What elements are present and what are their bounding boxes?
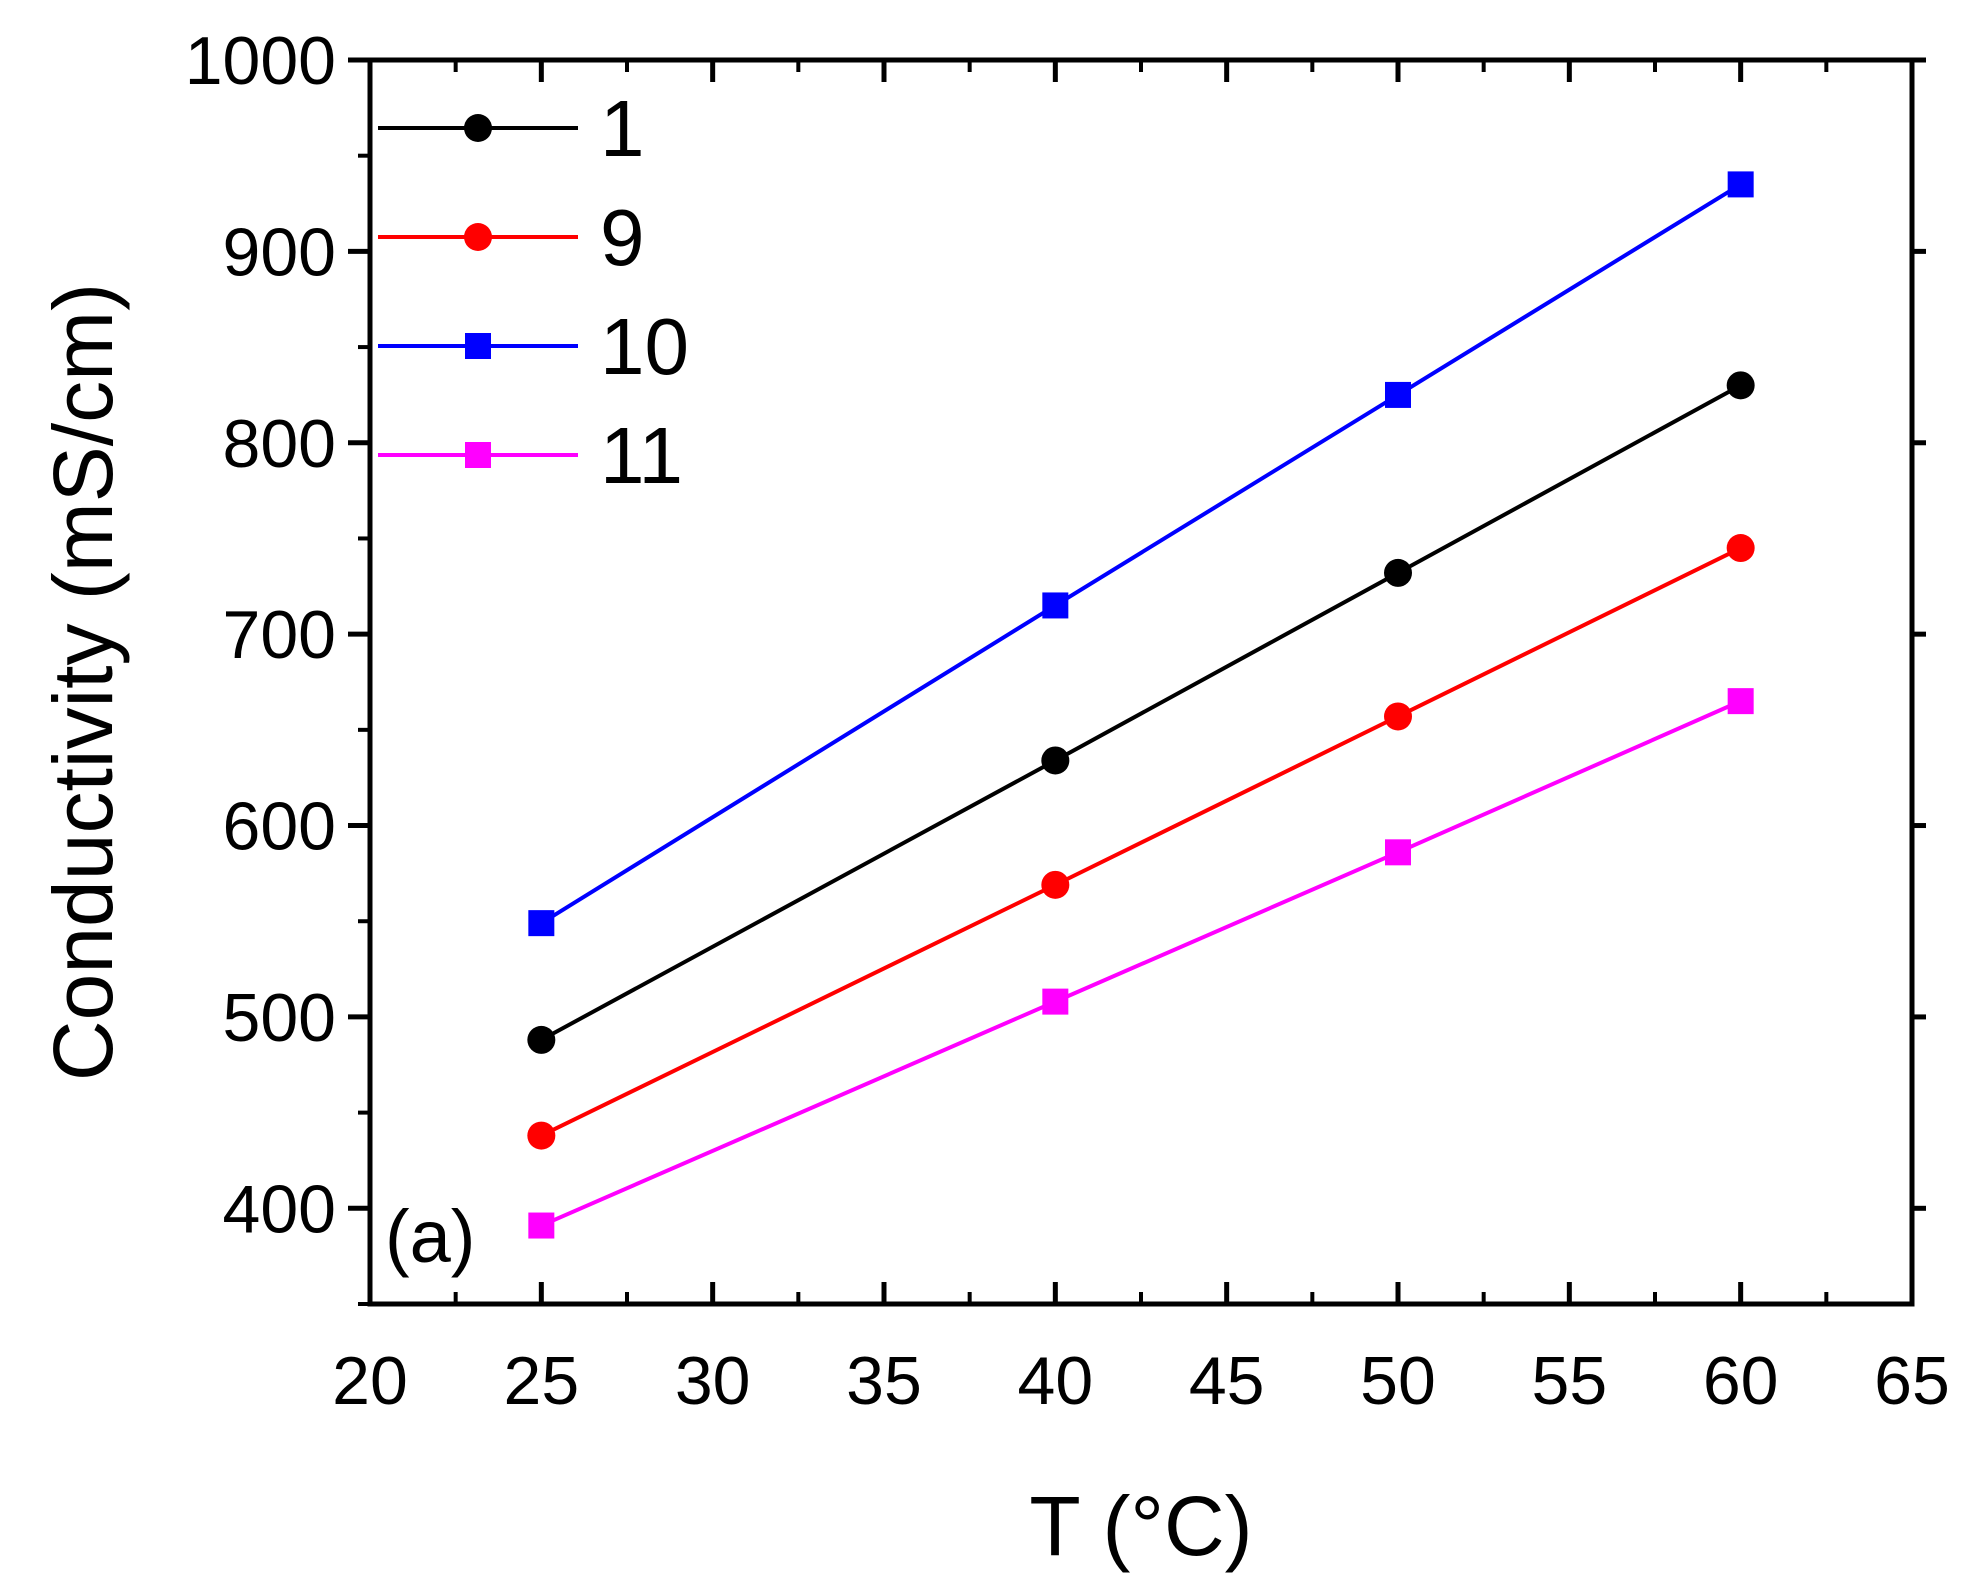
data-point [1042, 988, 1069, 1015]
ticks: 20 25 30 35 40 45 50 55 60 65 400 500 600 700 800 900 10… [185, 23, 1950, 1419]
x-tick-label: 25 [504, 1343, 580, 1419]
y-tick-label: 500 [223, 980, 336, 1056]
legend-item-9: 9 [378, 193, 645, 282]
data-point [528, 910, 555, 937]
data-point [528, 1212, 555, 1239]
series-11 [528, 688, 1754, 1239]
series-line [540, 182, 1742, 925]
legend-label: 1 [600, 84, 645, 173]
legend-label: 10 [600, 302, 689, 391]
legend-marker [465, 333, 491, 359]
y-tick-label: 900 [223, 214, 336, 290]
y-tick-label: 800 [223, 406, 336, 482]
series-10 [528, 171, 1754, 937]
data-point [1384, 558, 1412, 587]
x-tick-label: 60 [1703, 1343, 1779, 1419]
data-point [1726, 534, 1755, 563]
legend-marker [464, 223, 492, 251]
x-tick-label: 40 [1018, 1343, 1094, 1419]
data-point [527, 1121, 556, 1150]
y-tick-label: 700 [223, 597, 336, 673]
legend-item-1: 1 [378, 84, 645, 173]
legend-item-10: 10 [378, 302, 689, 391]
legend-marker [464, 114, 492, 142]
data-point [1384, 702, 1412, 731]
y-axis-title: Conductivity (mS/cm) [36, 283, 130, 1081]
x-tick-label: 35 [846, 1343, 922, 1419]
data-point [1727, 688, 1754, 715]
x-tick-label: 65 [1874, 1343, 1950, 1419]
data-point [1385, 839, 1411, 866]
y-tick-label: 1000 [185, 23, 336, 99]
data-point [527, 1025, 556, 1054]
data-point [1042, 592, 1069, 619]
legend-label: 11 [600, 411, 683, 500]
series-line [540, 383, 1742, 1042]
legend-label: 9 [600, 193, 645, 282]
legend-marker [465, 442, 491, 468]
data-point [1727, 171, 1754, 198]
data-point [1385, 381, 1411, 408]
panel-label: (a) [385, 1195, 475, 1278]
x-tick-label: 50 [1360, 1343, 1436, 1419]
x-axis-title: T (°C) [1029, 1479, 1252, 1573]
y-tick-label: 600 [223, 789, 336, 865]
x-tick-label: 30 [675, 1343, 751, 1419]
series-1 [527, 371, 1755, 1054]
legend: 1 9 10 11 [378, 84, 689, 500]
data-point [1726, 371, 1755, 400]
data-point [1041, 746, 1070, 775]
legend-item-11: 11 [378, 411, 683, 500]
plot-frame [367, 57, 1915, 1307]
series-layer [527, 171, 1755, 1239]
series-9 [527, 534, 1755, 1150]
x-tick-label: 20 [332, 1343, 408, 1419]
series-line [540, 699, 1742, 1228]
x-tick-label: 55 [1532, 1343, 1608, 1419]
x-tick-label: 45 [1189, 1343, 1265, 1419]
series-line [540, 546, 1742, 1138]
y-tick-label: 400 [223, 1171, 336, 1247]
data-point [1041, 870, 1070, 899]
